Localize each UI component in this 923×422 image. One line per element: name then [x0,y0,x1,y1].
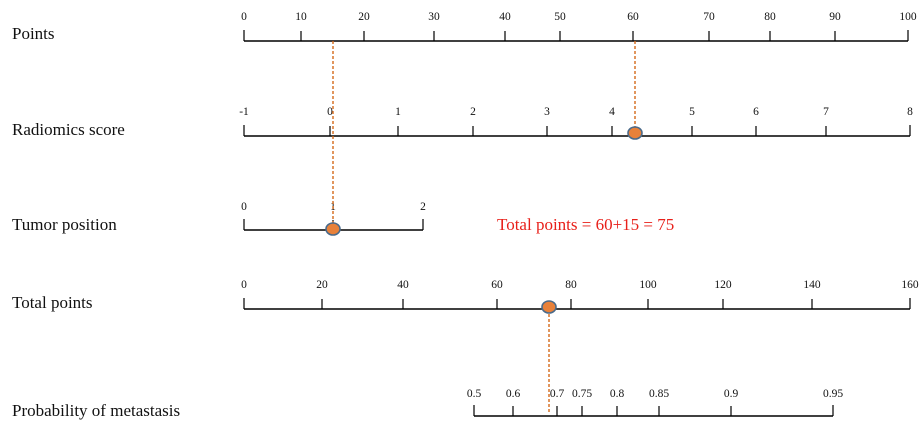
row-label-probability-of-metastasis: Probability of metastasis [12,401,180,420]
tick-label: -1 [239,106,249,118]
tick-label: 160 [901,279,919,291]
tick-label: 140 [803,279,821,291]
tick-label: 100 [899,11,917,23]
selection-markers [325,126,643,314]
tick-label: 0 [327,106,333,118]
tick-label: 120 [714,279,732,291]
row-label-radiomics-score: Radiomics score [12,120,125,139]
tick-label: 0.5 [467,388,482,400]
tick-label: 100 [639,279,657,291]
tick-label: 1 [395,106,401,118]
tick-label: 20 [316,279,328,291]
tick-label: 0.7 [550,388,565,400]
tick-label: 3 [544,106,550,118]
tick-label: 30 [428,11,440,23]
tick-label: 60 [491,279,503,291]
tick-label: 2 [420,201,426,213]
tick-label: 0.6 [506,388,521,400]
tick-label: 10 [295,11,307,23]
tick-label: 0.75 [572,388,592,400]
scale-0: 0 10 20 30 40 50 60 70 80 90 100 [241,11,917,42]
tick-label: 0 [241,11,247,23]
tick-label: 6 [753,106,759,118]
tick-label: 80 [565,279,577,291]
tick-label: 60 [627,11,639,23]
row-label-tumor-position: Tumor position [12,215,117,234]
tick-label: 0.9 [724,388,739,400]
tick-label: 0 [241,279,247,291]
tick-label: 0 [241,201,247,213]
tick-label: 90 [829,11,841,23]
scale-1: -1 0 1 2 3 4 5 6 7 8 [239,106,913,137]
tick-label: 70 [703,11,715,23]
scale-4: 0.5 0.6 0.7 0.75 0.8 0.85 0.9 0.95 [467,388,843,417]
tick-label: 7 [823,106,829,118]
marker-tumor-position [325,222,341,236]
total-points-annotation: Total points = 60+15 = 75 [497,215,674,234]
nomogram-scales: 0102030405060708090100-10123456780120204… [239,11,919,417]
tick-label: 5 [689,106,695,118]
tick-label: 40 [397,279,409,291]
marker-radiomics-score [627,126,643,140]
tick-label: 4 [609,106,615,118]
tick-label: 0.8 [610,388,625,400]
tick-label: 0.85 [649,388,669,400]
tick-label: 0.95 [823,388,843,400]
row-label-points: Points [12,24,55,43]
tick-label: 50 [554,11,566,23]
tick-label: 8 [907,106,913,118]
row-label-total-points: Total points [12,293,93,312]
tick-label: 20 [358,11,370,23]
marker-total-points [541,300,557,314]
tick-label: 40 [499,11,511,23]
scale-3: 0 20 40 60 80 100 120 140 160 [241,279,919,310]
tick-label: 2 [470,106,476,118]
tick-label: 80 [764,11,776,23]
guide-lines [332,41,636,414]
